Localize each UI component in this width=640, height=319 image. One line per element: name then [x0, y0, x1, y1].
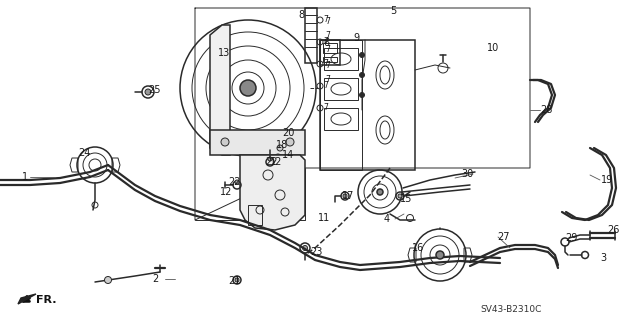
Text: 3: 3 — [600, 253, 606, 263]
Circle shape — [303, 246, 307, 250]
Text: 7: 7 — [325, 46, 330, 55]
Text: 29: 29 — [565, 233, 577, 243]
Text: 7: 7 — [323, 103, 328, 113]
Polygon shape — [240, 155, 305, 230]
Text: 13: 13 — [218, 48, 230, 58]
Text: SV43-B2310C: SV43-B2310C — [480, 306, 541, 315]
Text: 9: 9 — [353, 33, 359, 43]
Text: 1: 1 — [22, 172, 28, 182]
Text: 10: 10 — [487, 43, 499, 53]
Text: 28: 28 — [540, 105, 552, 115]
Bar — [323, 43, 337, 53]
Circle shape — [360, 93, 365, 98]
Bar — [305, 8, 317, 63]
Circle shape — [276, 156, 280, 160]
Text: 24: 24 — [78, 148, 90, 158]
Text: 20: 20 — [282, 128, 294, 138]
Bar — [324, 48, 358, 70]
Text: 19: 19 — [601, 175, 613, 185]
Text: FR.: FR. — [36, 295, 56, 305]
Text: 7: 7 — [325, 32, 330, 41]
Text: 15: 15 — [400, 194, 412, 204]
Circle shape — [282, 159, 289, 166]
Text: 14: 14 — [282, 150, 294, 160]
Text: 17: 17 — [342, 191, 355, 201]
Text: 7: 7 — [323, 16, 328, 25]
Circle shape — [235, 180, 239, 184]
Text: 5: 5 — [390, 6, 396, 16]
Text: 11: 11 — [318, 213, 330, 223]
Circle shape — [235, 278, 239, 282]
Circle shape — [286, 138, 294, 146]
Circle shape — [240, 80, 256, 96]
Text: 7: 7 — [323, 60, 328, 69]
Circle shape — [268, 157, 272, 161]
Text: 7: 7 — [323, 38, 328, 47]
Circle shape — [398, 194, 402, 198]
Circle shape — [360, 72, 365, 78]
Text: 25: 25 — [148, 85, 161, 95]
Polygon shape — [210, 25, 230, 155]
Text: 16: 16 — [412, 243, 424, 253]
Text: 22: 22 — [265, 157, 278, 167]
Bar — [323, 57, 337, 62]
Text: 12: 12 — [220, 187, 232, 197]
Text: 2: 2 — [152, 274, 158, 284]
Text: 7: 7 — [323, 81, 328, 91]
Text: 4: 4 — [384, 214, 390, 224]
Text: 6: 6 — [323, 38, 329, 48]
Bar — [320, 40, 362, 170]
Text: 21: 21 — [228, 276, 241, 286]
Bar — [320, 40, 415, 170]
Bar — [324, 78, 358, 100]
Text: 12: 12 — [270, 157, 282, 167]
Polygon shape — [210, 130, 305, 155]
Bar — [320, 40, 340, 65]
Circle shape — [145, 89, 151, 95]
Text: 8: 8 — [298, 10, 304, 20]
Text: 30: 30 — [461, 169, 473, 179]
Polygon shape — [18, 294, 36, 304]
Circle shape — [277, 145, 283, 151]
Text: 7: 7 — [325, 18, 330, 26]
Circle shape — [436, 251, 444, 259]
Circle shape — [360, 53, 365, 57]
Circle shape — [377, 189, 383, 195]
Text: 22: 22 — [228, 177, 241, 187]
Circle shape — [221, 138, 229, 146]
Bar — [324, 108, 358, 130]
Text: 27: 27 — [497, 232, 509, 242]
Circle shape — [343, 194, 347, 198]
Text: 7: 7 — [325, 76, 330, 85]
Text: 23: 23 — [310, 247, 323, 257]
Circle shape — [104, 277, 111, 284]
Text: 26: 26 — [607, 225, 620, 235]
Text: 18: 18 — [276, 140, 288, 150]
Text: 7: 7 — [325, 61, 330, 70]
